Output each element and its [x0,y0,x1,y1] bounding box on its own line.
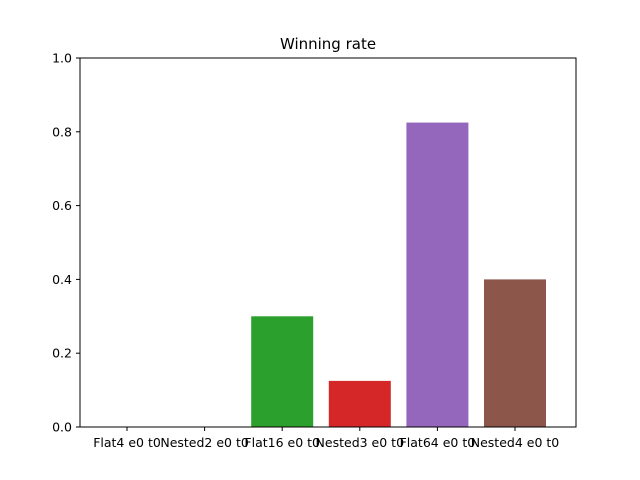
bar-3 [328,380,391,428]
chart-title: Winning rate [280,35,376,53]
x-tick-label: Nested2 e0 t0 [160,435,249,450]
bars-group [251,122,546,428]
bar-2 [251,316,314,427]
y-tick-label: 0.2 [52,346,72,361]
x-tick-label: Flat16 e0 t0 [244,435,320,450]
plot-frame [79,57,577,428]
x-tick-label: Flat4 e0 t0 [93,435,161,450]
y-tick-label: 0.6 [52,198,72,213]
bar-4 [406,122,469,427]
x-tick-label: Nested4 e0 t0 [471,435,560,450]
y-tick-label: 0.8 [52,124,72,139]
y-tick-label: 1.0 [52,51,72,66]
x-tick-label: Nested3 e0 t0 [316,435,405,450]
y-tick-label: 0.4 [52,272,72,287]
x-tick-label: Flat64 e0 t0 [400,435,476,450]
bar-5 [484,279,546,427]
y-tick-label: 0.0 [52,420,72,435]
